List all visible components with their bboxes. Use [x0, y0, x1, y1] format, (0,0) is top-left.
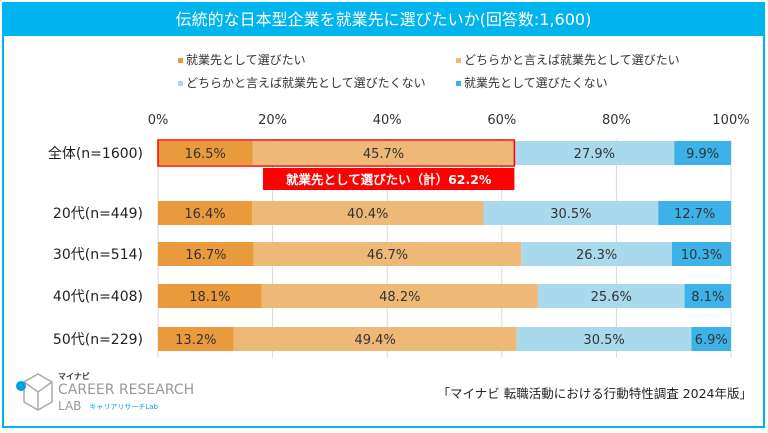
data-label: 12.7%	[674, 207, 715, 222]
data-label: 45.7%	[363, 147, 404, 162]
bar-segment	[674, 141, 731, 165]
legend-label: どちらかと言えば就業先として選びたくない	[186, 76, 426, 90]
bar-segment	[261, 284, 538, 308]
bar-segment	[671, 242, 731, 266]
bar-segment	[252, 141, 515, 165]
logo-row: LAB キャリアリサーチLab	[58, 399, 194, 414]
data-label: 30.5%	[550, 207, 591, 222]
legend-item-4: 就業先として選びたくない	[456, 76, 608, 91]
category-label: 40代(n=408)	[53, 289, 143, 305]
x-tick-label: 0%	[148, 113, 169, 128]
bar-segment	[158, 284, 262, 308]
bar-segment	[691, 327, 731, 351]
x-tick-label: 80%	[602, 113, 631, 128]
data-label: 8.1%	[691, 290, 724, 305]
legend-item-1: 就業先として選びたい	[178, 53, 306, 68]
data-label: 9.9%	[686, 147, 719, 162]
legend-swatch	[178, 58, 183, 63]
data-label: 18.1%	[189, 290, 230, 305]
bar-segment	[233, 327, 517, 351]
bar-segment	[521, 242, 672, 266]
data-label: 27.9%	[574, 147, 615, 162]
highlight-box	[157, 139, 516, 167]
stacked-bar-chart: 0% 20% 40% 60% 80% 100% 全体(n=1600) 16.5% 45.7% 27…	[48, 113, 750, 358]
data-label: 26.3%	[576, 248, 617, 263]
bar-segment	[684, 284, 731, 308]
category-label: 50代(n=229)	[53, 332, 143, 348]
x-tick-label: 60%	[487, 113, 516, 128]
legend-label: 就業先として選びたい	[186, 53, 306, 67]
data-label: 16.7%	[185, 248, 226, 263]
x-tick-label: 40%	[373, 113, 402, 128]
logo-lab: LAB	[58, 399, 82, 413]
bar-segment	[158, 141, 253, 165]
annotation-box	[263, 168, 515, 190]
logo-main: CAREER RESEARCH	[58, 382, 195, 398]
bar-segment	[158, 242, 254, 266]
category-label: 全体(n=1600)	[48, 145, 143, 162]
data-label: 16.4%	[184, 207, 225, 222]
data-label: 49.4%	[355, 333, 396, 348]
logo-sub: キャリアリサーチLab	[89, 402, 159, 411]
x-tick-label: 100%	[712, 113, 749, 128]
logo-text: マイナビ CAREER RESEARCH LAB キャリアリサーチLab	[58, 372, 194, 414]
legend-item-3: どちらかと言えば就業先として選びたくない	[178, 76, 426, 91]
data-label: 10.3%	[681, 248, 722, 263]
career-research-lab-logo: マイナビ CAREER RESEARCH LAB キャリアリサーチLab	[14, 372, 194, 416]
bar-segment	[158, 201, 252, 225]
data-label: 46.7%	[367, 248, 408, 263]
bar-segment	[251, 201, 484, 225]
data-label: 25.6%	[591, 290, 632, 305]
legend-label: 就業先として選びたくない	[464, 76, 608, 90]
annotation-label: 就業先として選びたい（計）62.2%	[286, 172, 492, 187]
data-label: 16.5%	[185, 147, 226, 162]
chart-title: 伝統的な日本型企業を就業先に選びたいか(回答数:1,600)	[4, 4, 763, 36]
bar-segment	[253, 242, 522, 266]
x-tick-label: 20%	[258, 113, 287, 128]
bar-segment	[516, 327, 692, 351]
legend-swatch	[178, 81, 183, 86]
category-label: 20代(n=449)	[53, 206, 143, 222]
logo-top: マイナビ	[58, 372, 90, 381]
bar-segment	[483, 201, 659, 225]
logo-cube-icon	[16, 373, 53, 411]
source-note: 「マイナビ 転職活動における行動特性調査 2024年版」	[437, 386, 752, 401]
data-label: 6.9%	[695, 333, 728, 348]
data-label: 40.4%	[347, 207, 388, 222]
bar-segment	[537, 284, 685, 308]
bar-segment	[158, 327, 234, 351]
legend-item-2: どちらかと言えば就業先として選びたい	[456, 53, 680, 68]
bar-segment	[514, 141, 675, 165]
legend-label: どちらかと言えば就業先として選びたい	[464, 53, 680, 67]
data-label: 30.5%	[583, 333, 624, 348]
bar-segment	[658, 201, 731, 225]
category-label: 30代(n=514)	[53, 247, 143, 263]
legend-swatch	[456, 58, 461, 63]
data-label: 48.2%	[379, 290, 420, 305]
legend-swatch	[456, 81, 461, 86]
data-label: 13.2%	[175, 333, 216, 348]
